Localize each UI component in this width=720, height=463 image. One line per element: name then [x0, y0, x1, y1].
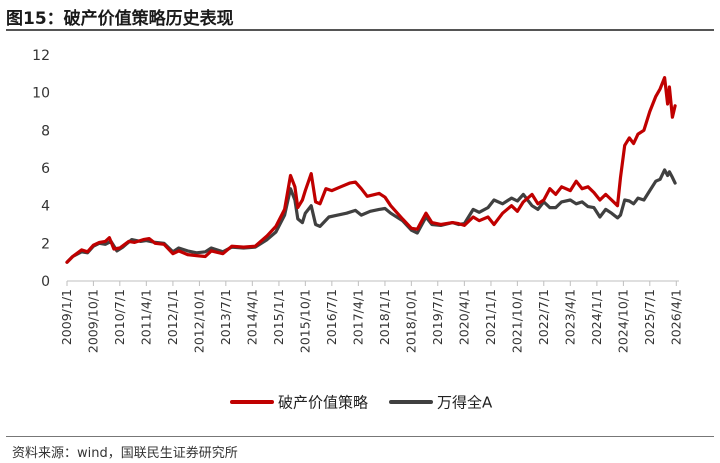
x-tick-label: 2011/4/1 [138, 289, 153, 345]
footer-divider [6, 436, 714, 437]
legend-label: 破产价值策略 [278, 394, 368, 412]
x-tick-label: 2012/1/1 [165, 289, 180, 345]
x-tick-label: 2017/4/1 [350, 289, 365, 345]
x-tick-label: 2024/10/1 [615, 289, 630, 353]
source-note: 资料来源：wind，国联民生证券研究所 [12, 446, 238, 461]
y-tick-label: 12 [32, 48, 50, 64]
x-tick-label: 2013/7/1 [218, 289, 233, 345]
x-tick-label: 2025/7/1 [642, 289, 657, 345]
x-tick-label: 2015/10/1 [297, 289, 312, 353]
x-tick-label: 2026/4/1 [668, 289, 683, 345]
x-tick-label: 2009/10/1 [85, 289, 100, 353]
title-divider [6, 29, 714, 31]
x-tick-label: 2020/4/1 [456, 289, 471, 345]
line-chart: 0 2 4 6 8 10 12 2009/1/1 2009/10/1 2010/7/1 2011/4… [32, 48, 683, 412]
x-tick-label: 2021/1/1 [483, 289, 498, 345]
y-tick-label: 4 [41, 199, 50, 215]
x-tick-label: 2021/10/1 [509, 289, 524, 353]
series-line-benchmark [65, 168, 677, 264]
x-tick-label: 2024/1/1 [589, 289, 604, 345]
x-tick-label: 2019/7/1 [430, 289, 445, 345]
x-tick-label: 2015/1/1 [271, 289, 286, 345]
x-tick-label: 2016/7/1 [324, 289, 339, 345]
y-tick-label: 8 [41, 123, 50, 139]
x-tick-label: 2022/7/1 [536, 289, 551, 345]
legend-label: 万得全A [437, 394, 493, 412]
y-tick-label: 10 [32, 86, 50, 102]
x-tick-label: 2012/10/1 [191, 289, 206, 353]
x-tick-label: 2018/10/1 [403, 289, 418, 353]
x-tick-label: 2014/4/1 [244, 289, 259, 345]
y-tick-label: 2 [41, 236, 50, 252]
x-tick-label: 2010/7/1 [112, 289, 127, 345]
x-tick-label: 2009/1/1 [59, 289, 74, 345]
series-line-strategy [65, 76, 677, 264]
figure-title: 图15：破产价值策略历史表现 [6, 9, 234, 29]
y-tick-label: 6 [41, 161, 50, 177]
y-tick-label: 0 [41, 274, 50, 290]
x-tick-label: 2018/1/1 [377, 289, 392, 345]
x-tick-label: 2023/4/1 [562, 289, 577, 345]
